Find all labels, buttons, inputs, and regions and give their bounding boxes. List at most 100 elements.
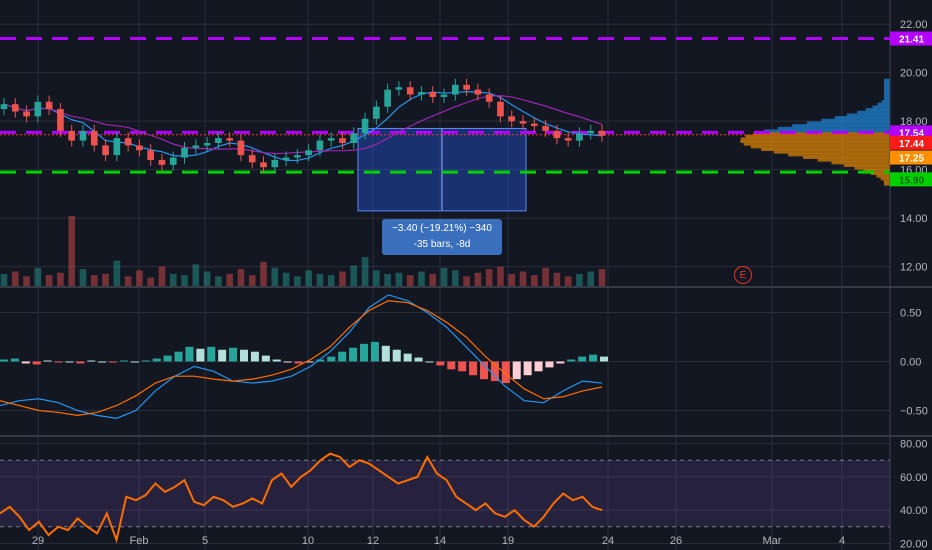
- macd-pane[interactable]: [0, 294, 609, 419]
- time-axis[interactable]: 29 Feb 5 10 12 14 19 24 26 Mar 4: [32, 535, 845, 547]
- volume-bar: [497, 266, 504, 286]
- rsi-line: [0, 452, 603, 544]
- y-tick-label: 12.00: [900, 262, 928, 274]
- rsi-pane[interactable]: [0, 452, 890, 544]
- profile-bar: [846, 113, 890, 117]
- profile-bar: [884, 94, 890, 98]
- candle-body: [79, 130, 87, 141]
- macd-histogram-bar: [469, 361, 478, 376]
- volume-bar: [45, 275, 53, 286]
- volume-bar: [79, 269, 87, 286]
- profile-bar: [740, 137, 890, 141]
- macd-histogram-bar: [305, 361, 314, 363]
- macd-histogram-bar: [338, 351, 347, 362]
- x-tick-label: 10: [302, 535, 314, 547]
- volume-bar: [451, 270, 459, 286]
- candle-body: [576, 133, 583, 141]
- profile-bar: [883, 180, 890, 184]
- candle-body: [0, 104, 8, 110]
- candle-body: [339, 138, 346, 143]
- candle-body: [350, 133, 358, 143]
- rsi-band: [0, 460, 890, 527]
- macd-histogram-bar: [174, 351, 183, 362]
- profile-bar: [884, 78, 890, 82]
- profile-bar: [884, 89, 890, 93]
- candle-body: [282, 157, 290, 160]
- macd-histogram-bar: [392, 349, 401, 362]
- candle-body: [497, 101, 504, 117]
- macd-histogram-bar: [130, 361, 139, 363]
- x-tick-label: Feb: [130, 535, 149, 547]
- candle-body: [124, 138, 132, 146]
- candle-body: [113, 138, 121, 156]
- profile-bar: [802, 156, 890, 160]
- volume-bar: [260, 261, 267, 286]
- candle-body: [271, 159, 279, 168]
- candle-body: [45, 101, 53, 110]
- profile-bar: [745, 134, 890, 138]
- volume-bar: [0, 273, 8, 286]
- candle-body: [418, 92, 425, 95]
- macd-histogram-bar: [578, 356, 587, 362]
- volume-bar: [23, 276, 30, 286]
- macd-histogram-bar: [425, 361, 434, 363]
- macd-histogram-bar: [152, 358, 161, 362]
- profile-bar: [865, 108, 890, 112]
- volume-bar: [136, 270, 143, 286]
- volume-bar: [248, 275, 256, 286]
- volume-bar: [373, 270, 380, 286]
- macd-histogram-bar: [523, 361, 532, 376]
- volume-bar: [68, 216, 76, 286]
- candle-body: [373, 106, 380, 119]
- earnings-badge[interactable]: E: [734, 266, 752, 284]
- macd-histogram-bar: [534, 361, 543, 372]
- moving-average-fast: [3, 91, 603, 162]
- volume-bar: [316, 273, 324, 286]
- volume-bar: [124, 276, 132, 286]
- profile-bar: [764, 129, 890, 133]
- y-tick-label: 20.00: [900, 538, 928, 550]
- candle-body: [327, 138, 335, 141]
- price-tag-bg: [890, 150, 932, 165]
- candle-body: [553, 130, 561, 139]
- candle-body: [361, 118, 369, 134]
- price-tag: 17.44: [890, 135, 932, 150]
- profile-bar: [881, 100, 890, 104]
- price-tag-label: 17.44: [899, 139, 924, 150]
- candle-body: [485, 94, 493, 102]
- y-tick-label: 80.00: [900, 439, 928, 451]
- candle-body: [226, 138, 233, 141]
- price-pane[interactable]: [0, 37, 890, 286]
- macd-histogram-bar: [87, 360, 96, 362]
- profile-bar: [870, 172, 890, 176]
- volume-bar: [542, 267, 549, 286]
- candle-body: [395, 87, 403, 90]
- volume-bar: [519, 271, 527, 286]
- volume-bar: [339, 271, 346, 286]
- candle-body: [530, 123, 538, 127]
- candle-body: [34, 101, 42, 117]
- candle-body: [474, 89, 482, 95]
- macd-histogram-bar: [229, 347, 238, 362]
- macd-histogram-bar: [109, 361, 118, 363]
- candle-body: [440, 94, 448, 97]
- measure-bars: -35 bars, -8d: [413, 239, 471, 250]
- volume-bar: [508, 273, 516, 286]
- measure-range: [357, 127, 527, 212]
- y-tick-label: 40.00: [900, 505, 928, 517]
- volume-bar: [418, 271, 425, 286]
- macd-histogram-bar: [261, 355, 270, 362]
- profile-bar: [884, 81, 890, 85]
- profile-bar: [884, 84, 890, 88]
- macd-histogram-bar: [43, 360, 52, 362]
- macd-histogram-bar: [239, 349, 249, 362]
- price-axis[interactable]: 22.0020.0018.0016.0014.0012.000.500.00−0…: [890, 19, 932, 550]
- profile-bar: [761, 148, 890, 152]
- candle-body: [316, 140, 324, 151]
- volume-bar: [463, 276, 470, 286]
- macd-histogram-bar: [501, 361, 510, 384]
- macd-histogram-bar: [327, 356, 336, 362]
- macd-histogram-bar: [414, 357, 423, 362]
